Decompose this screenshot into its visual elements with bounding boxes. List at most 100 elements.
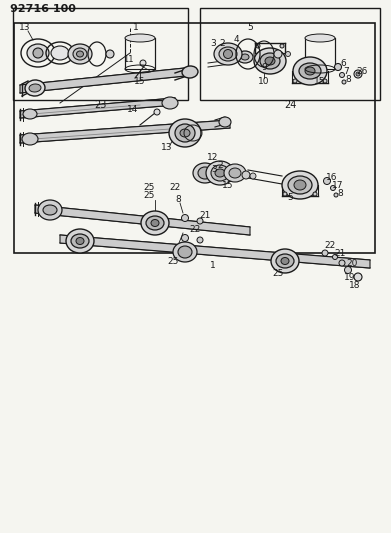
- Text: 1: 1: [210, 261, 216, 270]
- Ellipse shape: [260, 53, 280, 69]
- Ellipse shape: [25, 80, 45, 96]
- Ellipse shape: [38, 200, 62, 220]
- Text: 2: 2: [217, 160, 223, 169]
- Circle shape: [334, 193, 338, 197]
- Text: 4: 4: [233, 35, 239, 44]
- Text: 16: 16: [326, 174, 338, 182]
- Circle shape: [354, 273, 362, 281]
- Circle shape: [334, 63, 341, 70]
- Circle shape: [106, 50, 114, 58]
- Text: 3: 3: [210, 38, 216, 47]
- Ellipse shape: [162, 97, 178, 109]
- Text: 12: 12: [207, 154, 219, 163]
- Circle shape: [313, 192, 317, 196]
- Ellipse shape: [294, 180, 306, 190]
- Ellipse shape: [237, 51, 253, 63]
- Ellipse shape: [66, 229, 94, 253]
- Ellipse shape: [281, 257, 289, 264]
- Ellipse shape: [305, 67, 315, 75]
- Text: 5: 5: [247, 23, 253, 33]
- Text: 8: 8: [345, 76, 351, 85]
- Ellipse shape: [241, 54, 249, 60]
- Ellipse shape: [214, 43, 242, 65]
- Circle shape: [154, 109, 160, 115]
- Ellipse shape: [68, 44, 92, 64]
- Text: 9: 9: [261, 63, 267, 72]
- Ellipse shape: [265, 57, 275, 65]
- Ellipse shape: [43, 205, 57, 215]
- Bar: [305, 38, 335, 69]
- Circle shape: [356, 72, 360, 76]
- Circle shape: [197, 237, 203, 243]
- Text: 26: 26: [356, 68, 368, 77]
- Circle shape: [344, 266, 352, 273]
- Ellipse shape: [206, 161, 234, 185]
- Ellipse shape: [71, 234, 89, 248]
- Polygon shape: [20, 120, 230, 143]
- Bar: [125, 38, 155, 69]
- Text: 11: 11: [123, 54, 133, 63]
- Circle shape: [322, 250, 328, 256]
- Ellipse shape: [169, 119, 201, 147]
- Ellipse shape: [23, 109, 37, 119]
- Ellipse shape: [22, 133, 38, 145]
- Text: 2: 2: [219, 38, 225, 47]
- Circle shape: [181, 214, 188, 222]
- Circle shape: [219, 49, 225, 55]
- Circle shape: [274, 50, 282, 58]
- Ellipse shape: [29, 84, 41, 92]
- Ellipse shape: [225, 51, 235, 58]
- Ellipse shape: [288, 176, 312, 194]
- Ellipse shape: [305, 34, 335, 42]
- Ellipse shape: [293, 57, 327, 85]
- Text: 25: 25: [272, 269, 284, 278]
- Circle shape: [342, 80, 346, 84]
- Text: 10: 10: [258, 77, 270, 85]
- Ellipse shape: [229, 168, 241, 178]
- Circle shape: [339, 260, 345, 266]
- Circle shape: [293, 79, 297, 83]
- Ellipse shape: [219, 117, 231, 127]
- Text: 23: 23: [94, 100, 106, 110]
- Ellipse shape: [193, 163, 217, 183]
- Ellipse shape: [271, 249, 299, 273]
- Text: 3: 3: [211, 166, 217, 174]
- Ellipse shape: [173, 242, 197, 262]
- Circle shape: [33, 48, 43, 58]
- Circle shape: [256, 44, 260, 48]
- Ellipse shape: [27, 44, 49, 62]
- Text: 22: 22: [169, 183, 181, 192]
- Ellipse shape: [211, 165, 229, 181]
- Circle shape: [323, 79, 327, 83]
- Circle shape: [339, 72, 344, 77]
- Polygon shape: [60, 235, 370, 268]
- Text: 13: 13: [161, 143, 173, 152]
- Text: 8: 8: [175, 196, 181, 205]
- Text: 17: 17: [332, 182, 344, 190]
- Text: 25: 25: [143, 191, 155, 200]
- Ellipse shape: [215, 169, 225, 177]
- Ellipse shape: [125, 34, 155, 42]
- Ellipse shape: [141, 211, 169, 235]
- Ellipse shape: [73, 48, 87, 60]
- Text: 15: 15: [134, 77, 146, 85]
- Ellipse shape: [151, 220, 159, 227]
- Circle shape: [224, 50, 233, 59]
- Text: 19: 19: [344, 272, 356, 281]
- Circle shape: [354, 70, 362, 78]
- Text: 6: 6: [340, 60, 346, 69]
- Text: 5: 5: [287, 193, 293, 203]
- Circle shape: [197, 218, 203, 224]
- Ellipse shape: [178, 246, 192, 258]
- Text: 92716 100: 92716 100: [10, 4, 76, 14]
- Bar: [13, 8, 188, 100]
- Circle shape: [285, 52, 291, 56]
- Circle shape: [283, 192, 287, 196]
- Ellipse shape: [182, 66, 198, 78]
- Circle shape: [140, 60, 146, 66]
- Ellipse shape: [224, 164, 246, 182]
- Text: 22: 22: [325, 241, 335, 251]
- Ellipse shape: [180, 129, 190, 137]
- Text: 21: 21: [199, 211, 211, 220]
- Text: 25: 25: [143, 183, 155, 192]
